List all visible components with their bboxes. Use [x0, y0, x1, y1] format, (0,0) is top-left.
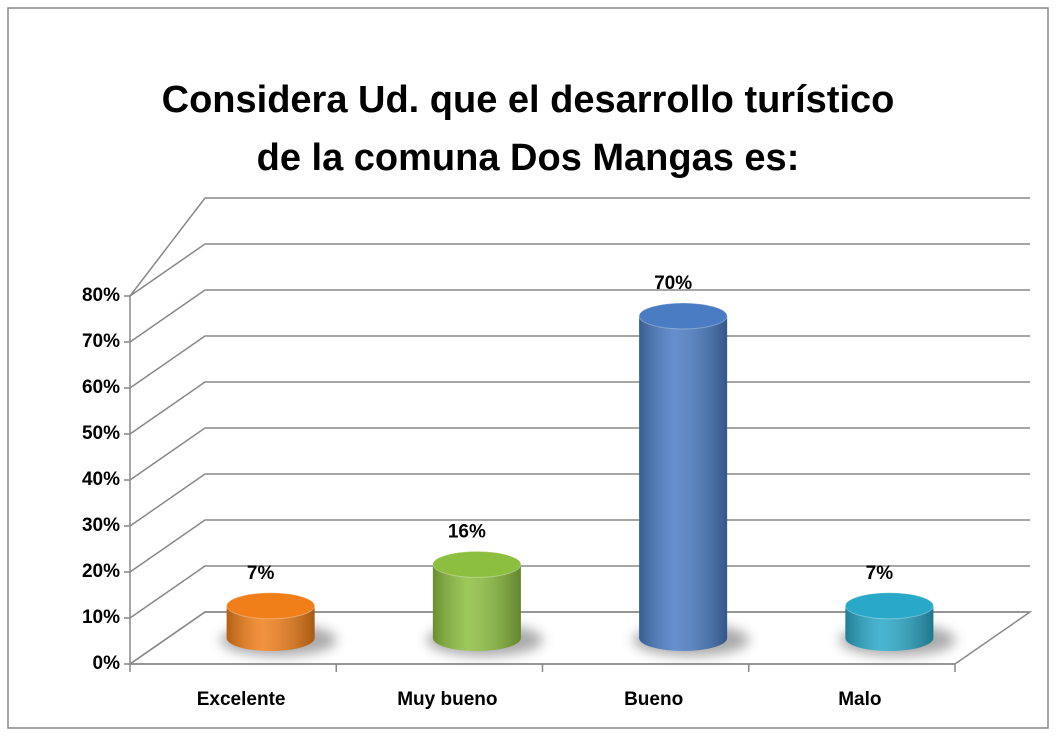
- bar-top: [226, 592, 316, 620]
- x-tick-label: Bueno: [624, 689, 683, 710]
- chart-title: de la comuna Dos Mangas es:: [257, 137, 800, 179]
- grid-line: [129, 243, 1030, 297]
- bar-shade: [639, 316, 728, 651]
- y-tick-label: 50%: [82, 423, 120, 444]
- bar-top: [432, 550, 522, 578]
- grid-line: [129, 381, 1030, 435]
- grid-line: [129, 427, 1030, 481]
- value-label: 7%: [866, 563, 894, 584]
- bar-shade: [845, 605, 934, 651]
- y-tick-label: 10%: [82, 607, 120, 628]
- value-label: 16%: [448, 521, 486, 542]
- bar-top: [638, 302, 728, 330]
- grid-line: [129, 519, 1030, 573]
- y-tick-label: 20%: [82, 561, 120, 582]
- value-label: 70%: [654, 273, 692, 294]
- grid-line: [129, 565, 1030, 619]
- bar-top: [844, 592, 934, 620]
- grid-line: [129, 473, 1030, 527]
- x-tick-label: Muy bueno: [397, 689, 497, 710]
- wall-top: [129, 197, 1030, 297]
- y-tick-label: 0%: [93, 653, 121, 674]
- grid-line: [129, 289, 1030, 343]
- y-tick-label: 30%: [82, 515, 120, 536]
- value-label: 7%: [247, 563, 275, 584]
- y-tick-label: 60%: [82, 377, 120, 398]
- y-tick-label: 80%: [82, 285, 120, 306]
- y-tick-label: 40%: [82, 469, 120, 490]
- chart-title: Considera Ud. que el desarrollo turístic…: [162, 79, 895, 121]
- x-tick-label: Malo: [838, 689, 881, 710]
- y-tick-label: 70%: [82, 331, 120, 352]
- x-tick-label: Excelente: [197, 689, 286, 710]
- bar-shade: [226, 605, 315, 651]
- grid-line: [129, 611, 1030, 665]
- grid-line: [129, 335, 1030, 389]
- bar-shade: [432, 564, 521, 651]
